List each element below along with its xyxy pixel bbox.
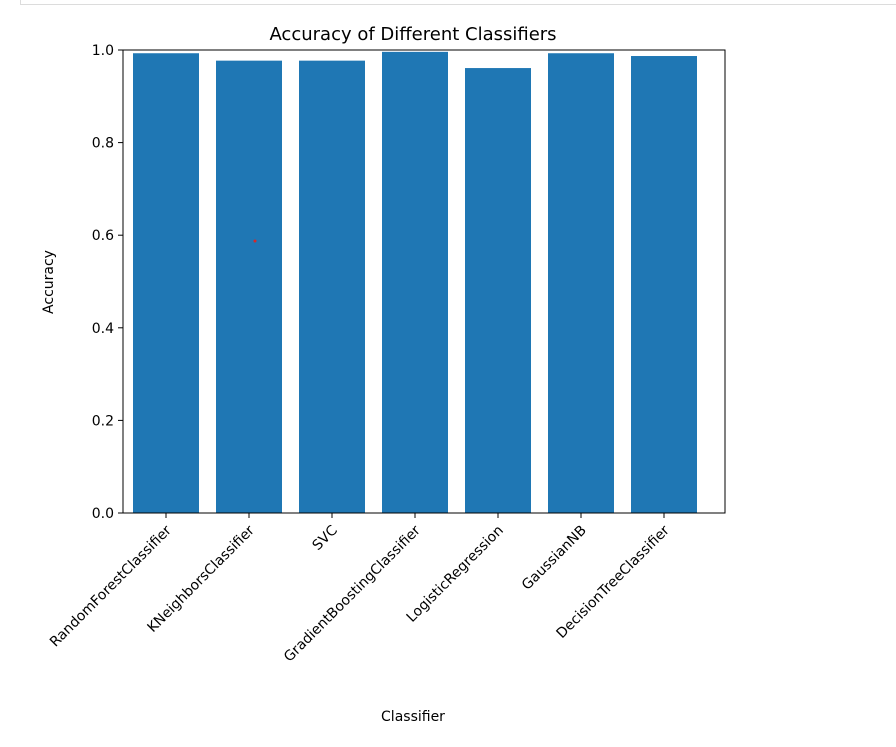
y-tick-label: 0.4	[92, 321, 114, 337]
y-axis: 0.0 0.2 0.4 0.6 0.8 1.0	[92, 43, 123, 522]
x-axis-label: Classifier	[381, 709, 445, 725]
bar-kneighborsclassifier	[216, 60, 282, 514]
plot-frame	[122, 49, 726, 514]
x-tick-label: SVC	[310, 522, 341, 553]
notebook-cell-border	[20, 0, 896, 5]
x-tick-label: GradientBoostingClassifier	[281, 522, 424, 665]
x-axis: RandomForestClassifierKNeighborsClassifi…	[47, 513, 673, 665]
bar-gaussiannb	[548, 53, 614, 514]
y-axis-label: Accuracy	[41, 250, 57, 314]
bars-group	[133, 51, 697, 514]
cursor-dot-marker	[253, 239, 257, 243]
bar-logisticregression	[465, 68, 531, 513]
bar-svc	[299, 60, 365, 514]
bar-decisiontreeclassifier	[631, 56, 697, 513]
bar-randomforestclassifier	[133, 53, 199, 514]
bar-gradientboostingclassifier	[382, 51, 448, 514]
x-tick-label: GaussianNB	[519, 523, 590, 594]
y-tick-label: 1.0	[92, 43, 114, 59]
y-tick-label: 0.8	[92, 136, 114, 152]
chart-title: Accuracy of Different Classifiers	[269, 24, 556, 45]
y-tick-label: 0.0	[92, 506, 114, 522]
y-tick-label: 0.6	[92, 228, 114, 244]
y-tick-label: 0.2	[92, 413, 114, 429]
